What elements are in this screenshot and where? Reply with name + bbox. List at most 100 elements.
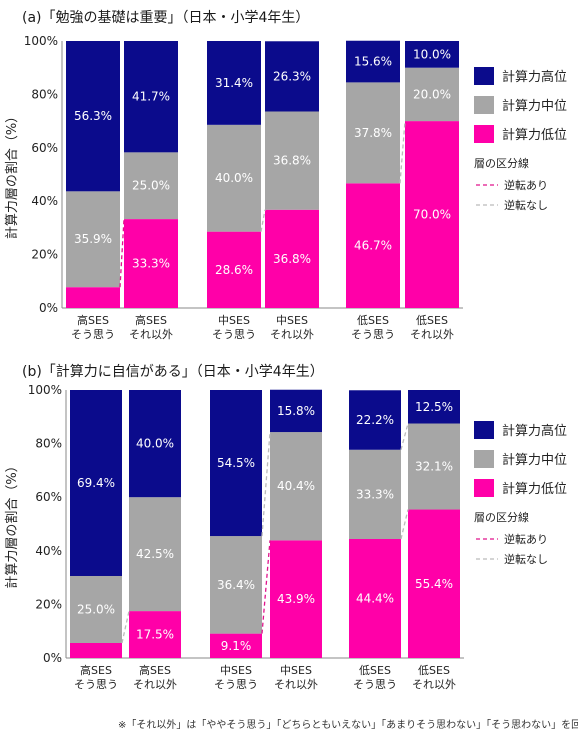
chart-b-x-tick-label: そう思う (214, 678, 258, 691)
chart-a-y-tick-label: 80% (31, 87, 58, 101)
chart-a-data-label: 31.4% (215, 76, 253, 90)
chart-a-bar-high (66, 41, 120, 192)
chart-b-legend-line-label: 逆転なし (504, 552, 548, 566)
chart-b-bar-low (349, 539, 401, 658)
chart-b-bar-mid (270, 432, 322, 541)
chart-a-y-tick-label: 60% (31, 141, 58, 155)
chart-b-legend-label: 計算力低位 (502, 481, 567, 497)
chart-a-y-tick-label: 0% (39, 301, 58, 315)
chart-a-legend-line-title: 層の区分線 (474, 156, 529, 170)
chart-b-no-reversal-line (400, 423, 409, 450)
chart-b-data-label: 44.4% (356, 592, 394, 606)
chart-b-x-tick-label: 高SES (80, 663, 112, 677)
chart-a-legend-swatch (474, 67, 494, 85)
footnote: ※「それ以外」は「ややそう思う」「どちらともいえない」「あまりそう思わない」「そ… (118, 718, 578, 731)
chart-a-data-label: 36.8% (273, 252, 311, 266)
chart-b-no-reversal-line (261, 432, 271, 537)
chart-a-legend-label: 計算力低位 (502, 127, 567, 143)
chart-a-x-tick-label: 中SES (218, 314, 250, 327)
chart-b-x-tick-label: そう思う (74, 678, 118, 691)
chart-a-bar-mid (265, 111, 319, 210)
chart-a-legend-line-label: 逆転なし (504, 198, 548, 212)
chart-a-x-tick-label: そう思う (71, 328, 115, 341)
chart-b-bar-high (70, 390, 122, 576)
chart-b-x-tick-label: それ以外 (274, 678, 318, 691)
chart-a-data-label: 56.3% (74, 109, 112, 123)
chart-a-bar-mid (405, 67, 459, 122)
chart-a-x-tick-label: 高SES (77, 313, 109, 327)
chart-a-legend-label: 計算力高位 (502, 69, 567, 85)
chart-b-x-tick-label: 低SES (359, 664, 391, 677)
chart-a-data-label: 37.8% (354, 126, 392, 140)
chart-b-legend-label: 計算力中位 (502, 452, 567, 468)
chart-b-legend-swatch (474, 479, 494, 497)
chart-b-bar-low (129, 611, 181, 658)
chart-b-x-tick-label: 低SES (418, 664, 450, 677)
chart-b-bar-mid (349, 449, 401, 540)
chart-b-data-label: 12.5% (415, 400, 453, 414)
chart-a-x-tick-label: 中SES (276, 314, 308, 327)
chart-a-legend-line-label: 逆転あり (504, 178, 548, 192)
chart-a-x-tick-label: それ以外 (129, 328, 173, 341)
chart-b-y-axis-label: 計算力層の割合（%） (4, 459, 20, 588)
chart-a-bar-low (207, 231, 261, 308)
chart-b-x-tick-label: それ以外 (133, 678, 177, 691)
chart-a-bar-low (346, 183, 400, 308)
chart-a-bar-high (207, 41, 261, 125)
chart-a-y-axis-label: 計算力層の割合（%） (4, 110, 20, 239)
chart-b-legend-swatch (474, 450, 494, 468)
chart-a-legend-swatch (474, 125, 494, 143)
chart-a-data-label: 26.3% (273, 69, 311, 83)
chart-a-legend-swatch (474, 96, 494, 114)
chart-b-data-label: 40.0% (136, 437, 174, 451)
chart-a-bar-low (124, 219, 178, 308)
chart-a-x-tick-label: 高SES (135, 313, 167, 327)
chart-a-x-tick-label: それ以外 (270, 328, 314, 341)
chart-b-data-label: 33.3% (356, 487, 394, 501)
chart-b-data-label: 36.4% (217, 578, 255, 592)
chart-a-reversal-line (119, 219, 125, 288)
chart-b-bar-high (129, 390, 181, 498)
chart-b-x-tick-label: 中SES (280, 664, 312, 677)
chart-b-no-reversal-line (121, 610, 130, 644)
chart-b-bar-high (210, 390, 262, 537)
chart-b-bar-mid (70, 575, 122, 643)
chart-a-data-label: 10.0% (413, 47, 451, 61)
chart-a-no-reversal-line (399, 121, 406, 184)
chart-b-panel: 0% 20% 40% 60% 80% 100% 計算力層の割合（%） 25.0% 69.4% 高S… (4, 383, 567, 691)
chart-a-no-reversal-line (260, 209, 266, 232)
chart-a-data-label: 25.0% (132, 179, 170, 193)
chart-a-data-label: 33.3% (132, 257, 170, 271)
chart-b-y-tick-label: 100% (28, 383, 62, 397)
chart-b-data-label: 40.4% (277, 479, 315, 493)
chart-a-bar-mid (207, 124, 261, 232)
chart-b-bar-low (210, 633, 262, 658)
chart-b-x-tick-label: そう思う (353, 678, 397, 691)
chart-b-y-tick-label: 0% (43, 651, 62, 665)
chart-a-bar-high (265, 41, 319, 112)
chart-b-legend-line-title: 層の区分線 (474, 510, 529, 524)
chart-b-legend-label: 計算力高位 (502, 423, 567, 439)
chart-a-x-tick-label: 低SES (357, 314, 389, 327)
chart-b-bar-low (408, 509, 460, 658)
chart-b-x-tick-label: 中SES (220, 664, 252, 677)
chart-a-data-label: 28.6% (215, 263, 253, 277)
chart-a-title: (a)「勉強の基礎は重要」（日本・小学4年生） (22, 9, 309, 26)
chart-b-data-label: 25.0% (77, 602, 115, 616)
chart-b-y-tick-label: 60% (35, 490, 62, 504)
chart-b-data-label: 32.1% (415, 460, 453, 474)
chart-b-reversal-line (261, 540, 271, 634)
chart-b-data-label: 15.8% (277, 404, 315, 418)
chart-a-data-label: 15.6% (354, 55, 392, 69)
chart-b-x-tick-label: それ以外 (412, 678, 456, 691)
chart-b-data-label: 69.4% (77, 476, 115, 490)
chart-a-y-tick-label: 20% (31, 248, 58, 262)
chart-a-data-label: 35.9% (74, 232, 112, 246)
chart-a-bar-high (405, 41, 459, 68)
chart-b-data-label: 42.5% (136, 547, 174, 561)
chart-a-bar-low (265, 209, 319, 308)
chart-a-bar-mid (66, 191, 120, 288)
chart-b-title: (b)「計算力に自信がある」（日本・小学4年生） (22, 364, 324, 380)
chart-b-bar-mid (129, 497, 181, 612)
